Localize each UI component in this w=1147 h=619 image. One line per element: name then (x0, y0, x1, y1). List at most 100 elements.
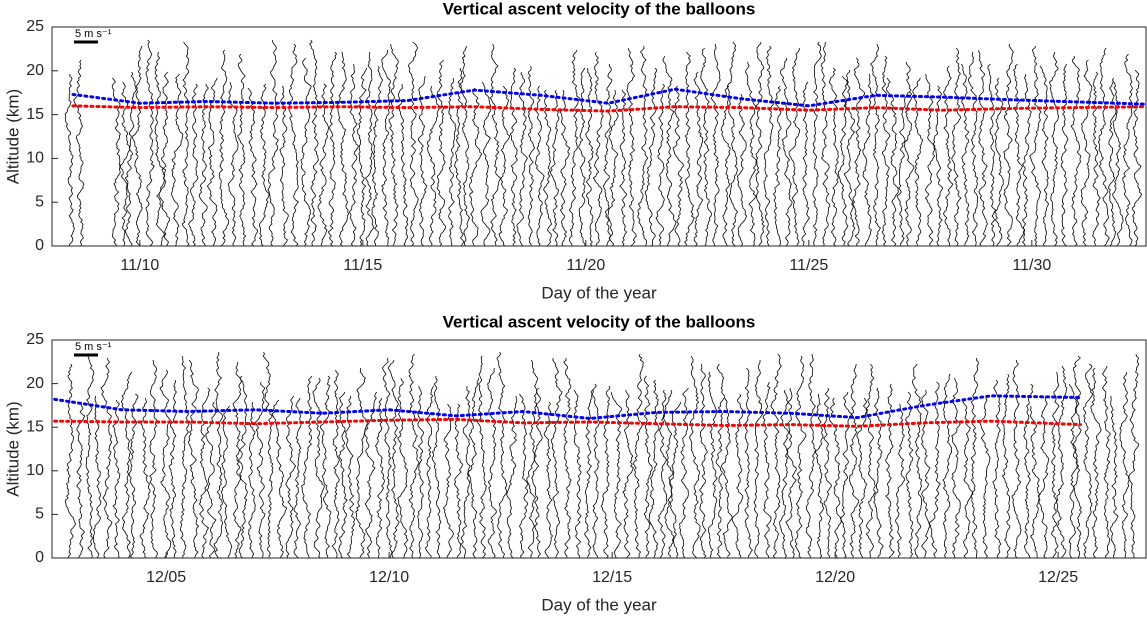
profile-trace (967, 51, 979, 246)
profile-trace (237, 53, 247, 246)
profile-trace (700, 47, 713, 246)
profile-trace (960, 63, 970, 246)
x-tick-label: 11/30 (1012, 257, 1051, 274)
profile-trace (258, 83, 271, 246)
profile-trace (1101, 365, 1111, 558)
profile-trace (397, 377, 409, 558)
profile-trace (720, 85, 731, 246)
profile-trace (179, 355, 190, 558)
profile-trace (498, 85, 511, 246)
profile-trace (237, 375, 248, 558)
x-tick-label: 11/10 (120, 257, 159, 274)
profile-trace (1090, 367, 1102, 558)
profile-trace (856, 397, 869, 558)
profile-trace (300, 57, 312, 246)
profile-trace (610, 391, 622, 558)
profile-trace (348, 63, 359, 246)
x-axis-label: Day of the year (541, 595, 657, 614)
profile-trace (978, 49, 988, 246)
profile-trace (626, 47, 637, 246)
profile-trace (585, 67, 594, 246)
profile-trace (158, 71, 171, 246)
profile-trace (181, 41, 190, 246)
profile-trace (637, 45, 649, 246)
profile-trace (1021, 73, 1032, 246)
profile-trace (527, 65, 536, 246)
profile-trace (770, 353, 782, 558)
profile-trace (460, 385, 471, 558)
profile-trace (839, 391, 853, 558)
x-tick-label: 11/15 (343, 257, 382, 274)
profile-trace (424, 385, 434, 558)
y-tick-label: 25 (26, 18, 44, 35)
profile-trace (408, 353, 420, 558)
profile-trace (355, 367, 368, 558)
profile-trace (663, 389, 675, 558)
profile-trace (168, 379, 178, 558)
x-tick-label: 12/20 (815, 569, 855, 586)
profile-trace (655, 83, 665, 246)
profile-trace (519, 393, 529, 558)
profile-trace (1013, 63, 1026, 246)
profile-trace (285, 395, 297, 558)
profile-trace (487, 367, 497, 558)
profile-trace (1051, 371, 1060, 558)
profile-trace (745, 61, 757, 246)
profile-trace (862, 73, 874, 246)
profile-trace (662, 55, 677, 246)
profile-trace (1097, 47, 1110, 246)
y-tick-label: 10 (26, 462, 44, 479)
profile-trace (886, 77, 899, 246)
profile-trace (344, 395, 356, 558)
profile-trace (387, 359, 400, 558)
profile-trace (431, 376, 442, 558)
profile-trace (145, 39, 155, 246)
profile-trace (584, 389, 594, 558)
profile-trace (1039, 65, 1050, 246)
profile-trace (1023, 383, 1034, 558)
profile-trace (1029, 405, 1041, 558)
profile-trace (469, 87, 483, 246)
profile-trace (837, 75, 849, 246)
profile-trace (267, 39, 279, 246)
profile-trace (672, 85, 684, 246)
profile-trace (309, 39, 319, 246)
profile-trace (763, 45, 775, 246)
y-tick-label: 20 (26, 375, 44, 392)
x-axis-label: Day of the year (541, 283, 657, 302)
y-tick-label: 5 (35, 506, 44, 523)
profile-trace (772, 85, 782, 246)
profile-trace (920, 389, 931, 558)
profile-trace (970, 357, 979, 558)
profile-trace (549, 89, 560, 246)
axes-box (51, 26, 1147, 247)
profile-trace (573, 389, 582, 558)
profile-trace (928, 381, 941, 558)
profile-trace (1082, 363, 1094, 558)
profile-trace (255, 381, 266, 558)
profile-trace (924, 73, 936, 246)
x-tick-label: 12/10 (369, 569, 409, 586)
profile-trace (978, 397, 991, 558)
profile-trace (820, 41, 831, 246)
profile-trace (85, 355, 95, 558)
profile-trace (227, 81, 239, 246)
profile-trace (633, 353, 644, 558)
profile-trace (1048, 51, 1060, 246)
profile-trace (64, 363, 77, 558)
profile-trace (374, 397, 385, 558)
profile-trace (371, 65, 384, 246)
profile-trace (247, 87, 258, 246)
profile-trace (388, 43, 399, 246)
profile-trace (293, 397, 302, 558)
profile-trace (120, 371, 133, 558)
scale-label: 5 m s⁻¹ (75, 341, 112, 353)
profile-trace (715, 363, 726, 558)
profile-trace (442, 403, 454, 558)
profile-trace (1070, 55, 1082, 246)
profile-trace (731, 393, 744, 558)
profile-trace (762, 381, 772, 558)
profile-trace (698, 363, 708, 558)
profile-trace (829, 397, 842, 558)
profile-trace (139, 397, 151, 558)
